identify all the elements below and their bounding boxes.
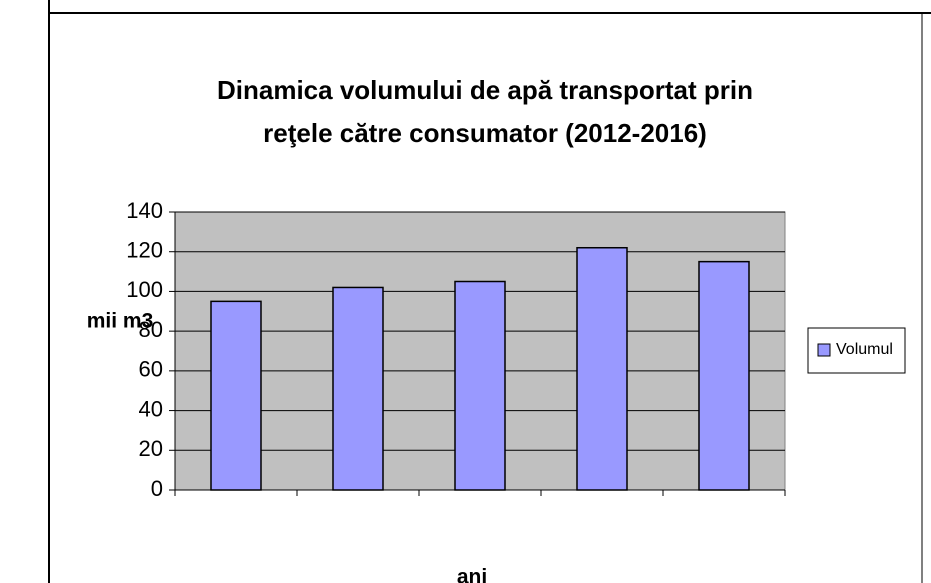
bar (210, 300, 262, 491)
bar (332, 286, 384, 491)
y-tick-label: 60 (139, 357, 163, 382)
y-tick-label: 0 (151, 476, 163, 501)
x-axis-label: ani (457, 566, 487, 583)
chart-title: Dinamica volumului de apă transportat pr… (217, 75, 753, 105)
y-tick-label: 40 (139, 396, 163, 421)
y-tick-label: 120 (126, 238, 163, 263)
y-tick-label: 20 (139, 436, 163, 461)
y-tick-label: 140 (126, 198, 163, 223)
legend-label: Volumul (836, 341, 893, 358)
chart-title: reţele către consumator (2012-2016) (263, 118, 707, 148)
bar (454, 280, 506, 491)
y-tick-label: 80 (139, 317, 163, 342)
legend-swatch (817, 343, 831, 357)
bar (698, 260, 750, 491)
bar (576, 246, 628, 491)
y-axis-label: mii m3 (87, 310, 154, 333)
y-tick-label: 100 (126, 277, 163, 302)
